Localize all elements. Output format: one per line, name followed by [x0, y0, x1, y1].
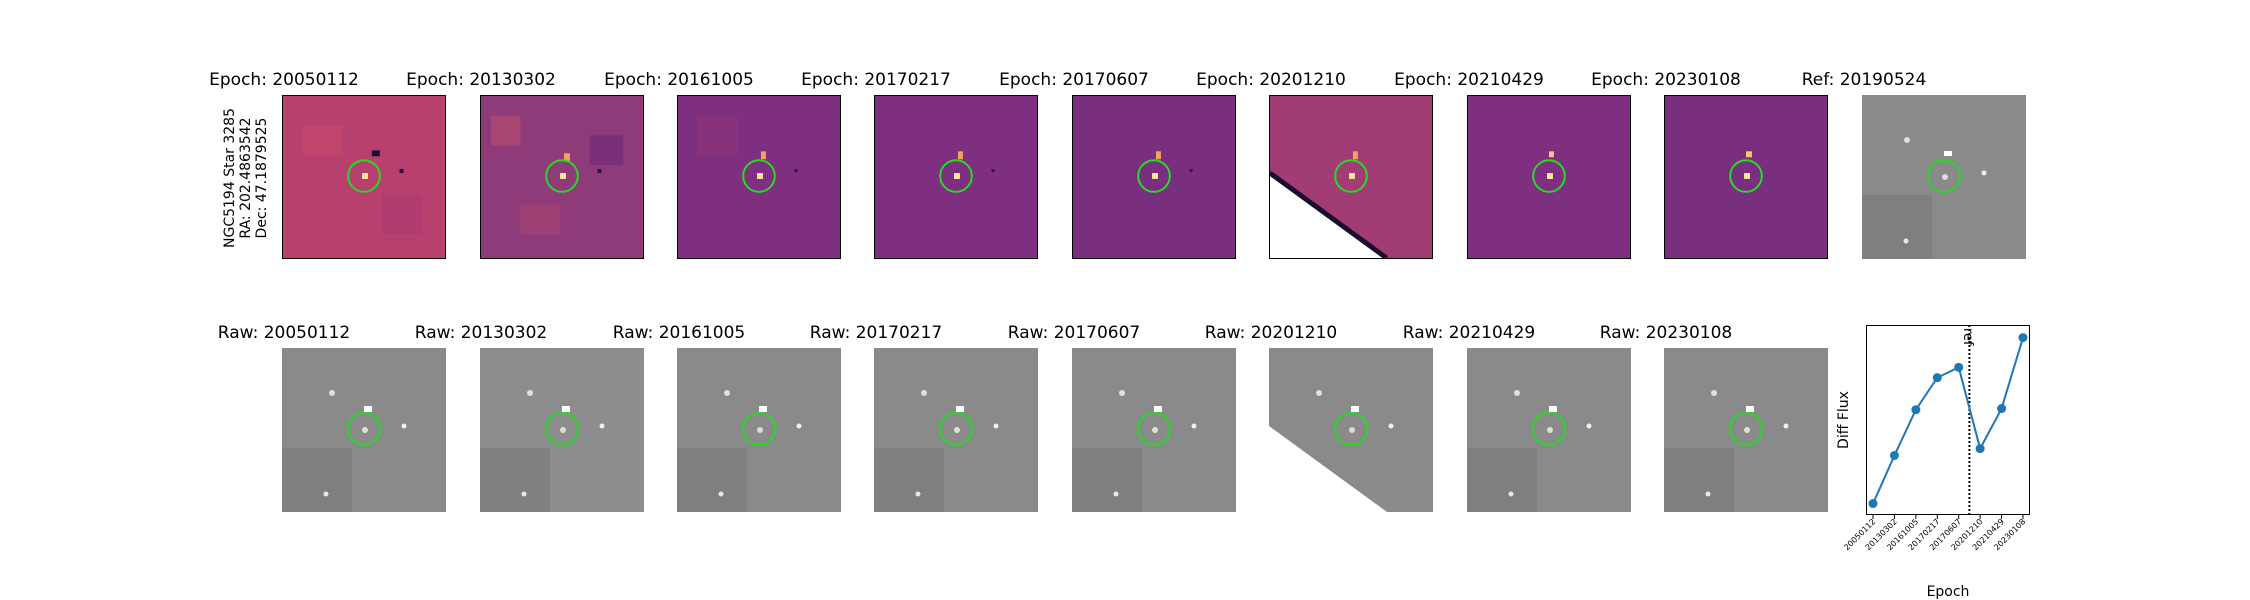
- y-axis-label: Diff Flux: [1836, 391, 1852, 449]
- data-point: [1889, 450, 1899, 460]
- raw-image-panel: [874, 348, 1038, 512]
- diff-panel-title: Epoch: 20130302: [406, 70, 556, 90]
- diff-image-panel: [677, 95, 841, 259]
- reference-line-label: ref: [1960, 328, 1975, 346]
- raw-image-panel: [282, 348, 446, 512]
- diff-image-panel: [1072, 95, 1236, 259]
- diff-panel-title: Epoch: 20230108: [1591, 70, 1741, 90]
- raw-panel-title: Raw: 20170217: [809, 323, 943, 343]
- raw-image-panel: [480, 348, 644, 512]
- star-dec: Dec: 47.1879525: [254, 117, 270, 239]
- diff-panel-title: Epoch: 20161005: [604, 70, 754, 90]
- raw-panel-title: Raw: 20130302: [414, 323, 548, 343]
- raw-image-panel: [1072, 348, 1236, 512]
- diff-image-panel: [282, 95, 446, 259]
- data-point: [1954, 362, 1964, 372]
- raw-panel-title: Raw: 20210429: [1402, 323, 1536, 343]
- light-curve-chart: ref2005011220130302201610052017021720170…: [1842, 325, 2028, 552]
- data-point: [1997, 404, 2007, 414]
- diff-panel-title: Epoch: 20170607: [999, 70, 1149, 90]
- diff-image-panel: [874, 95, 1038, 259]
- data-point: [2018, 333, 2028, 343]
- raw-panel-title: Raw: 20170607: [1007, 323, 1141, 343]
- diff-panel-title: Epoch: 20170217: [801, 70, 951, 90]
- raw-image-panel: [1664, 348, 1828, 512]
- diff-image-panel: [480, 95, 644, 259]
- raw-image-panel: [677, 348, 841, 512]
- series-line: [1872, 337, 2024, 504]
- light-curve-frame: [1866, 325, 2030, 515]
- data-point: [1868, 499, 1878, 509]
- star-name: NGC5194 Star 3285: [222, 108, 238, 248]
- raw-panel-title: Raw: 20201210: [1204, 323, 1338, 343]
- x-axis-label: Epoch: [1926, 584, 1970, 600]
- raw-panel-title: Raw: 20161005: [612, 323, 746, 343]
- diff-panel-title: Epoch: 20201210: [1196, 70, 1346, 90]
- star-ra: RA: 202.4863542: [238, 117, 254, 239]
- diff-panel-title: Epoch: 20050112: [209, 70, 359, 90]
- raw-image-panel: [1269, 348, 1433, 512]
- ref-panel-title: Ref: 20190524: [1801, 70, 1927, 90]
- data-point: [1911, 405, 1921, 415]
- raw-image-panel: [1467, 348, 1631, 512]
- data-point: [1932, 373, 1942, 383]
- y-axis-label-wrap: Diff Flux: [1836, 380, 1856, 460]
- raw-panel-title: Raw: 20050112: [217, 323, 351, 343]
- diff-panel-title: Epoch: 20210429: [1394, 70, 1544, 90]
- raw-panel-title: Raw: 20230108: [1599, 323, 1733, 343]
- ref-image-panel: [1862, 95, 2026, 259]
- data-point: [1975, 444, 1985, 454]
- star-info-label: NGC5194 Star 3285 RA: 202.4863542 Dec: 4…: [222, 108, 270, 248]
- diff-image-panel: [1269, 95, 1433, 259]
- diff-image-panel: [1467, 95, 1631, 259]
- diff-image-panel: [1664, 95, 1828, 259]
